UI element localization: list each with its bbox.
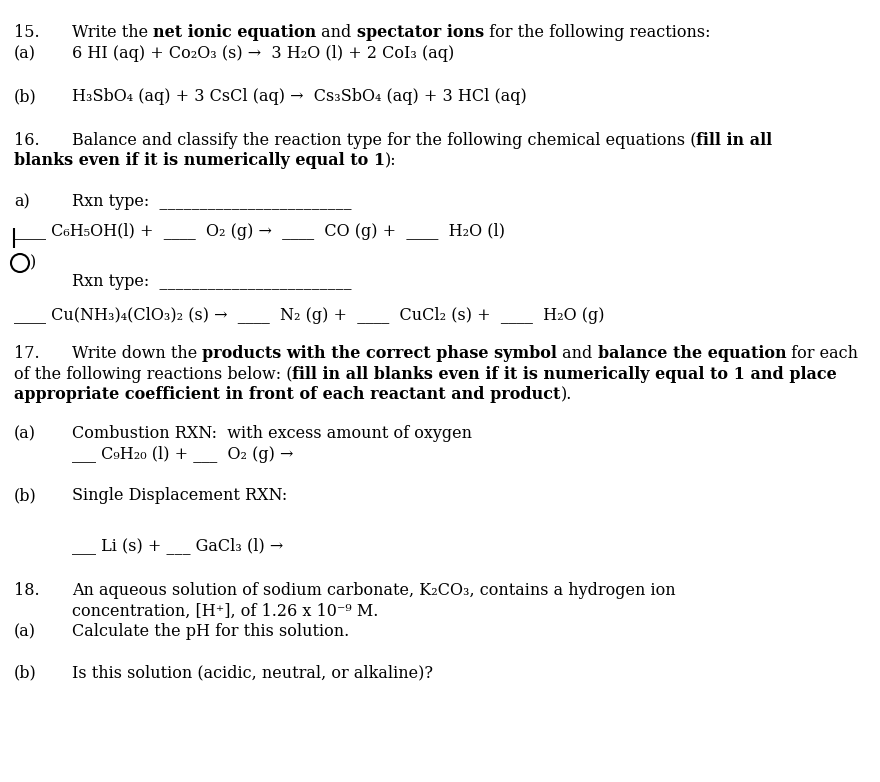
Text: (a): (a) (14, 45, 36, 62)
Text: spectator ions: spectator ions (357, 24, 484, 41)
Text: Rxn type:  ________________________: Rxn type: ________________________ (72, 193, 351, 210)
Text: for the following reactions:: for the following reactions: (484, 24, 710, 41)
Text: ):: ): (385, 152, 397, 169)
Text: (a): (a) (14, 425, 36, 442)
Text: 6 HI (aq) + Co₂O₃ (s) →  3 H₂O (l) + 2 CoI₃ (aq): 6 HI (aq) + Co₂O₃ (s) → 3 H₂O (l) + 2 Co… (72, 45, 454, 62)
Text: net ionic equation: net ionic equation (153, 24, 317, 41)
Text: 17.: 17. (14, 345, 40, 362)
Text: 15.: 15. (14, 24, 40, 41)
Text: Is this solution (acidic, neutral, or alkaline)?: Is this solution (acidic, neutral, or al… (72, 664, 433, 681)
Text: Combustion RXN:  with excess amount of oxygen: Combustion RXN: with excess amount of ox… (72, 425, 472, 442)
Text: An aqueous solution of sodium carbonate, K₂CO₃, contains a hydrogen ion: An aqueous solution of sodium carbonate,… (72, 582, 676, 599)
Text: H₃SbO₄ (aq) + 3 CsCl (aq) →  Cs₃SbO₄ (aq) + 3 HCl (aq): H₃SbO₄ (aq) + 3 CsCl (aq) → Cs₃SbO₄ (aq)… (72, 88, 527, 105)
Text: Calculate the pH for this solution.: Calculate the pH for this solution. (72, 623, 349, 640)
Text: (b): (b) (14, 664, 37, 681)
Text: Write the: Write the (72, 24, 153, 41)
Text: and: and (317, 24, 357, 41)
Text: blanks even if it is numerically equal to 1: blanks even if it is numerically equal t… (14, 152, 385, 169)
Text: appropriate coefficient in front of each reactant and product: appropriate coefficient in front of each… (14, 386, 561, 403)
Text: ): ) (30, 254, 36, 271)
Text: Single Displacement RXN:: Single Displacement RXN: (72, 487, 287, 504)
Text: fill in all: fill in all (696, 132, 773, 149)
Text: products with the correct phase symbol: products with the correct phase symbol (202, 345, 557, 362)
Text: ).: ). (561, 386, 572, 403)
Text: Rxn type:  ________________________: Rxn type: ________________________ (72, 273, 351, 290)
Text: a): a) (14, 193, 30, 210)
Text: (b): (b) (14, 88, 37, 105)
Text: of the following reactions below: (: of the following reactions below: ( (14, 366, 292, 383)
Text: (a): (a) (14, 623, 36, 640)
Text: (b): (b) (14, 487, 37, 504)
Text: 18.: 18. (14, 582, 40, 599)
Text: 16.: 16. (14, 132, 40, 149)
Text: balance the equation: balance the equation (598, 345, 786, 362)
Text: and: and (557, 345, 598, 362)
Text: ___ C₉H₂₀ (l) + ___  O₂ (g) →: ___ C₉H₂₀ (l) + ___ O₂ (g) → (72, 446, 293, 463)
Text: concentration, [H⁺], of 1.26 x 10⁻⁹ M.: concentration, [H⁺], of 1.26 x 10⁻⁹ M. (72, 603, 378, 620)
Text: ____ C₆H₅OH(l) +  ____  O₂ (g) →  ____  CO (g) +  ____  H₂O (l): ____ C₆H₅OH(l) + ____ O₂ (g) → ____ CO (… (14, 223, 505, 240)
Text: ____ Cu(NH₃)₄(ClO₃)₂ (s) →  ____  N₂ (g) +  ____  CuCl₂ (s) +  ____  H₂O (g): ____ Cu(NH₃)₄(ClO₃)₂ (s) → ____ N₂ (g) +… (14, 307, 605, 324)
Text: ___ Li (s) + ___ GaCl₃ (l) →: ___ Li (s) + ___ GaCl₃ (l) → (72, 537, 283, 554)
Text: fill in all blanks even if it is numerically equal to 1 and place: fill in all blanks even if it is numeric… (292, 366, 837, 383)
Text: Write down the: Write down the (72, 345, 202, 362)
Text: Balance and classify the reaction type for the following chemical equations (: Balance and classify the reaction type f… (72, 132, 696, 149)
Text: for each: for each (786, 345, 858, 362)
